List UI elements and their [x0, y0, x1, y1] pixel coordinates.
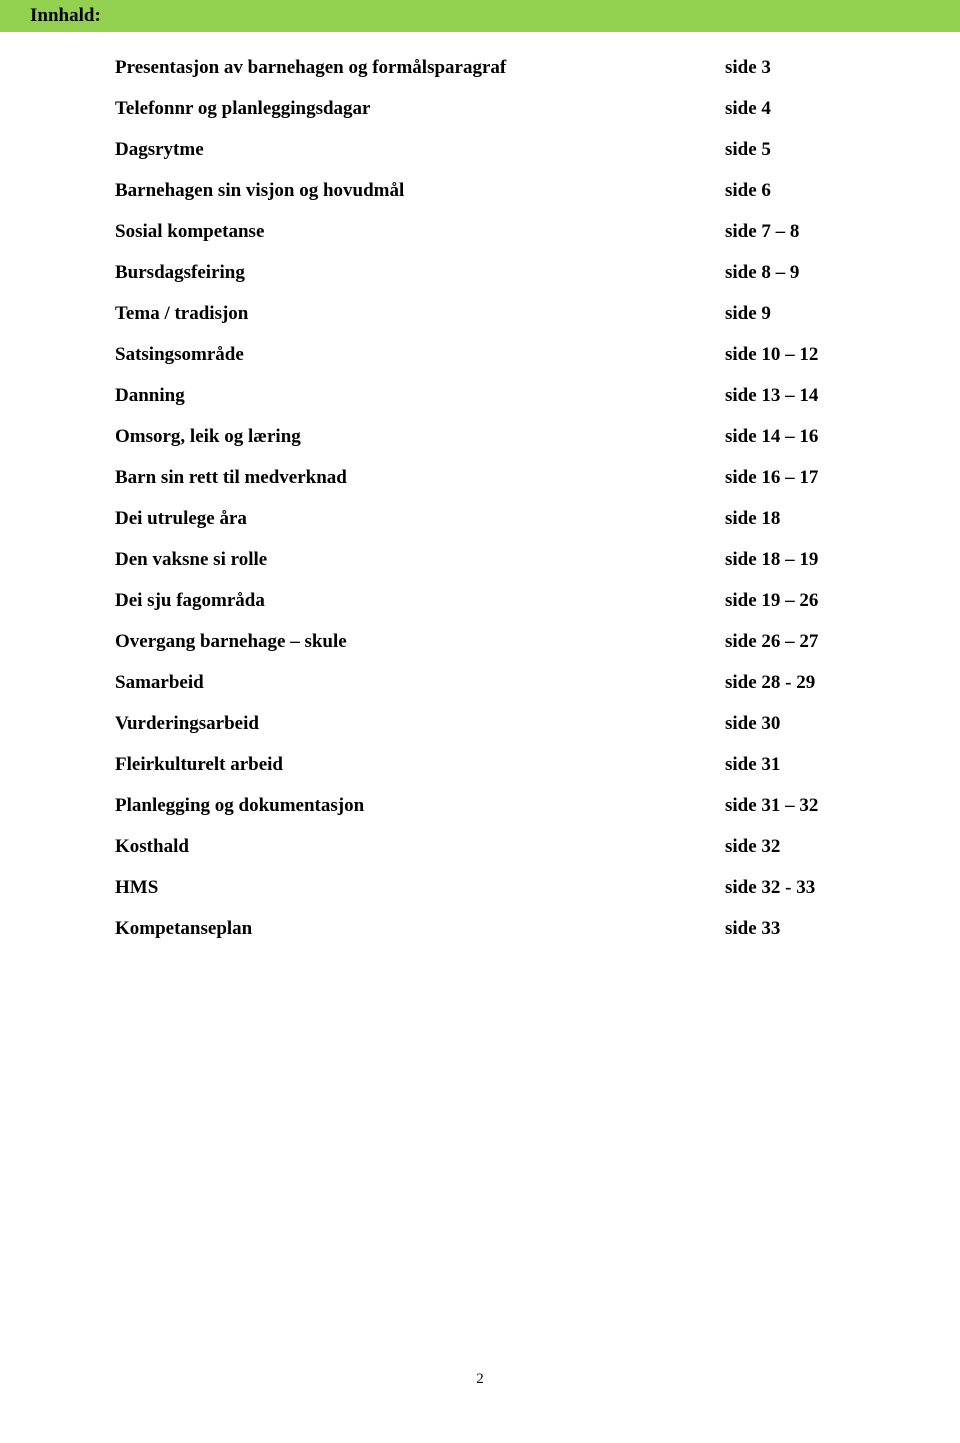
toc-row: Telefonnr og planleggingsdagar side 4: [115, 98, 845, 120]
toc-row: Tema / tradisjon side 9: [115, 303, 845, 325]
toc-label: Danning: [115, 385, 725, 407]
toc-page: side 16 – 17: [725, 467, 845, 489]
toc-content: Presentasjon av barnehagen og formålspar…: [0, 32, 960, 940]
toc-label: Dei sju fagområda: [115, 590, 725, 612]
toc-page: side 3: [725, 57, 845, 79]
toc-row: Planlegging og dokumentasjon side 31 – 3…: [115, 795, 845, 817]
toc-row: Kompetanseplan side 33: [115, 918, 845, 940]
toc-label: Satsingsområde: [115, 344, 725, 366]
toc-row: Satsingsområde side 10 – 12: [115, 344, 845, 366]
toc-page: side 18 – 19: [725, 549, 845, 571]
toc-label: Bursdagsfeiring: [115, 262, 725, 284]
toc-row: Dei sju fagområda side 19 – 26: [115, 590, 845, 612]
toc-row: Overgang barnehage – skule side 26 – 27: [115, 631, 845, 653]
toc-page: side 14 – 16: [725, 426, 845, 448]
toc-label: Samarbeid: [115, 672, 725, 694]
toc-row: Omsorg, leik og læring side 14 – 16: [115, 426, 845, 448]
toc-row: Den vaksne si rolle side 18 – 19: [115, 549, 845, 571]
toc-label: Planlegging og dokumentasjon: [115, 795, 725, 817]
toc-page: side 5: [725, 139, 845, 161]
toc-row: Barnehagen sin visjon og hovudmål side 6: [115, 180, 845, 202]
toc-page: side 7 – 8: [725, 221, 845, 243]
toc-page: side 18: [725, 508, 845, 530]
toc-label: Dagsrytme: [115, 139, 725, 161]
toc-label: HMS: [115, 877, 725, 899]
toc-row: Dagsrytme side 5: [115, 139, 845, 161]
toc-row: Vurderingsarbeid side 30: [115, 713, 845, 735]
toc-label: Fleirkulturelt arbeid: [115, 754, 725, 776]
toc-page: side 13 – 14: [725, 385, 845, 407]
toc-page: side 19 – 26: [725, 590, 845, 612]
toc-label: Sosial kompetanse: [115, 221, 725, 243]
toc-row: Bursdagsfeiring side 8 – 9: [115, 262, 845, 284]
toc-row: Dei utrulege åra side 18: [115, 508, 845, 530]
toc-label: Overgang barnehage – skule: [115, 631, 725, 653]
toc-page: side 33: [725, 918, 845, 940]
toc-page: side 28 - 29: [725, 672, 845, 694]
toc-label: Vurderingsarbeid: [115, 713, 725, 735]
toc-row: Presentasjon av barnehagen og formålspar…: [115, 57, 845, 79]
toc-row: HMS side 32 - 33: [115, 877, 845, 899]
toc-page: side 32 - 33: [725, 877, 845, 899]
toc-page: side 10 – 12: [725, 344, 845, 366]
toc-row: Kosthald side 32: [115, 836, 845, 858]
toc-page: side 32: [725, 836, 845, 858]
toc-page: side 8 – 9: [725, 262, 845, 284]
toc-page: side 31 – 32: [725, 795, 845, 817]
toc-label: Presentasjon av barnehagen og formålspar…: [115, 57, 725, 79]
toc-label: Kosthald: [115, 836, 725, 858]
toc-label: Dei utrulege åra: [115, 508, 725, 530]
toc-row: Fleirkulturelt arbeid side 31: [115, 754, 845, 776]
toc-page: side 6: [725, 180, 845, 202]
toc-label: Omsorg, leik og læring: [115, 426, 725, 448]
toc-row: Danning side 13 – 14: [115, 385, 845, 407]
toc-label: Kompetanseplan: [115, 918, 725, 940]
toc-page: side 4: [725, 98, 845, 120]
toc-label: Den vaksne si rolle: [115, 549, 725, 571]
header-title: Innhald:: [30, 5, 101, 26]
toc-label: Tema / tradisjon: [115, 303, 725, 325]
toc-row: Barn sin rett til medverknad side 16 – 1…: [115, 467, 845, 489]
toc-row: Sosial kompetanse side 7 – 8: [115, 221, 845, 243]
toc-label: Telefonnr og planleggingsdagar: [115, 98, 725, 120]
toc-label: Barn sin rett til medverknad: [115, 467, 725, 489]
header-bar: Innhald:: [0, 0, 960, 32]
toc-page: side 26 – 27: [725, 631, 845, 653]
toc-page: side 30: [725, 713, 845, 735]
page-number: 2: [476, 1371, 484, 1388]
toc-row: Samarbeid side 28 - 29: [115, 672, 845, 694]
toc-page: side 9: [725, 303, 845, 325]
toc-page: side 31: [725, 754, 845, 776]
toc-label: Barnehagen sin visjon og hovudmål: [115, 180, 725, 202]
